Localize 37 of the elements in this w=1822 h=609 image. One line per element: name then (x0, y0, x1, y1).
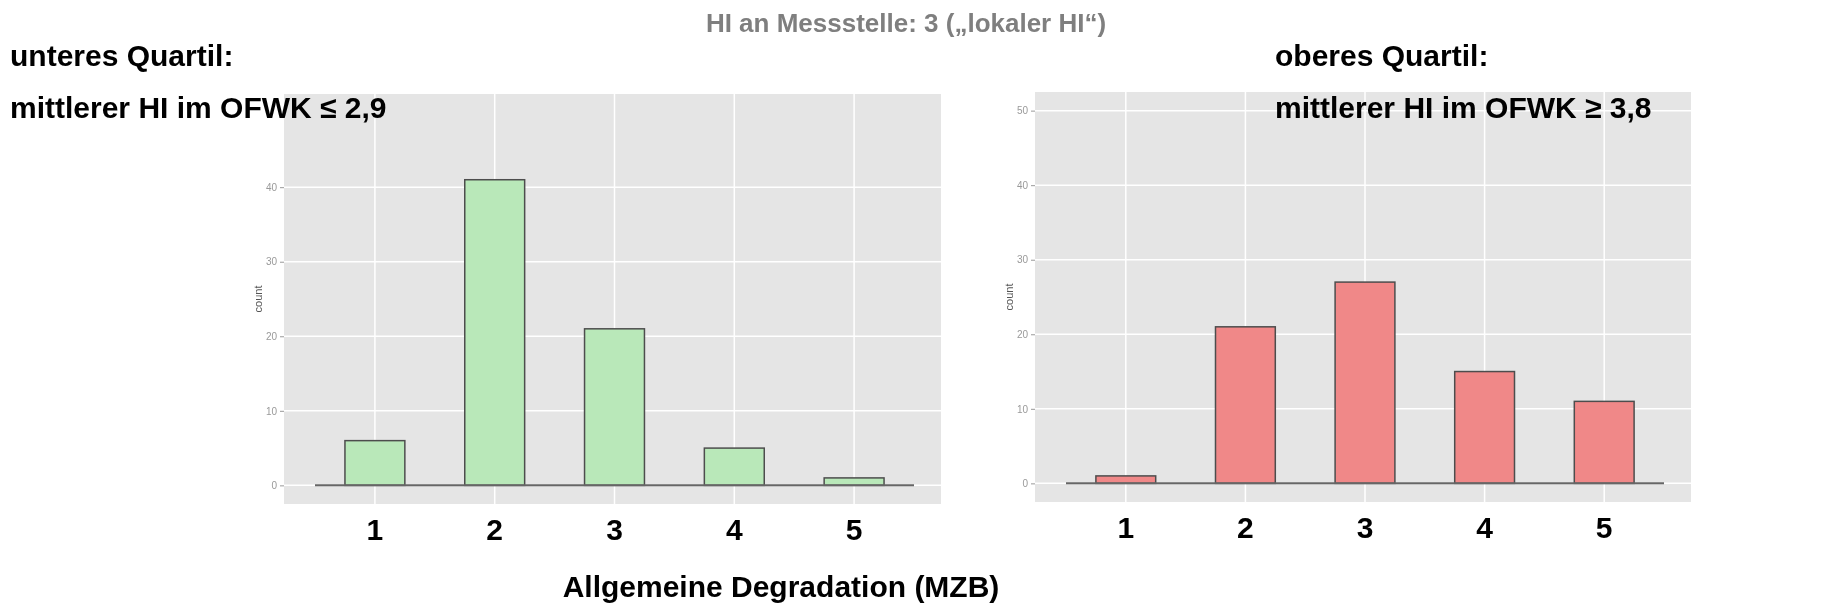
x-tick-label: 5 (845, 513, 863, 547)
x-tick-label: 3 (606, 513, 623, 547)
y-tick-label: 20 (1016, 328, 1029, 340)
bar (464, 178, 526, 487)
bar (344, 439, 406, 487)
bar (1573, 400, 1635, 485)
y-tick-label: 30 (1016, 254, 1029, 266)
y-tick-label: 40 (265, 181, 278, 193)
x-tick-label: 1 (366, 513, 384, 547)
y-tick-label: 20 (265, 330, 278, 342)
chart-title: unteres Quartil: (10, 39, 234, 72)
x-tick-label: 5 (1595, 511, 1613, 545)
y-tick-label: 40 (1016, 179, 1029, 191)
chart-subtitle: mittlerer HI im OFWK ≥ 3,8 (1275, 91, 1652, 124)
y-tick-label: 10 (265, 405, 278, 417)
text: HI an Messstelle: 3 („lokaler HI“) (705, 8, 1107, 38)
x-tick-label: 2 (486, 513, 504, 547)
y-tick-label: 0 (271, 480, 278, 492)
x-tick-label: 2 (1237, 511, 1254, 545)
x-axis-title: Allgemeine Degradation (MZB) (562, 570, 1000, 603)
bar (1453, 370, 1516, 485)
y-tick-label: 0 (1022, 478, 1029, 490)
x-tick-label: 4 (1476, 511, 1494, 545)
y-tick-label: 30 (265, 256, 278, 268)
chart-title: oberes Quartil: (1275, 39, 1489, 72)
x-tick-label: 3 (1356, 511, 1374, 545)
bar (1334, 281, 1396, 485)
y-tick-label: 50 (1016, 105, 1029, 117)
y-axis-title: count (1003, 283, 1015, 311)
x-tick-label: 1 (1117, 511, 1135, 545)
x-tick-label: 4 (725, 513, 743, 547)
bar (703, 447, 765, 487)
y-axis-title: count (252, 285, 264, 313)
y-tick-label: 10 (1016, 403, 1029, 415)
bar (583, 328, 646, 487)
bar (1214, 326, 1277, 485)
chart-subtitle: mittlerer HI im OFWK ≤ 2,9 (10, 91, 387, 124)
